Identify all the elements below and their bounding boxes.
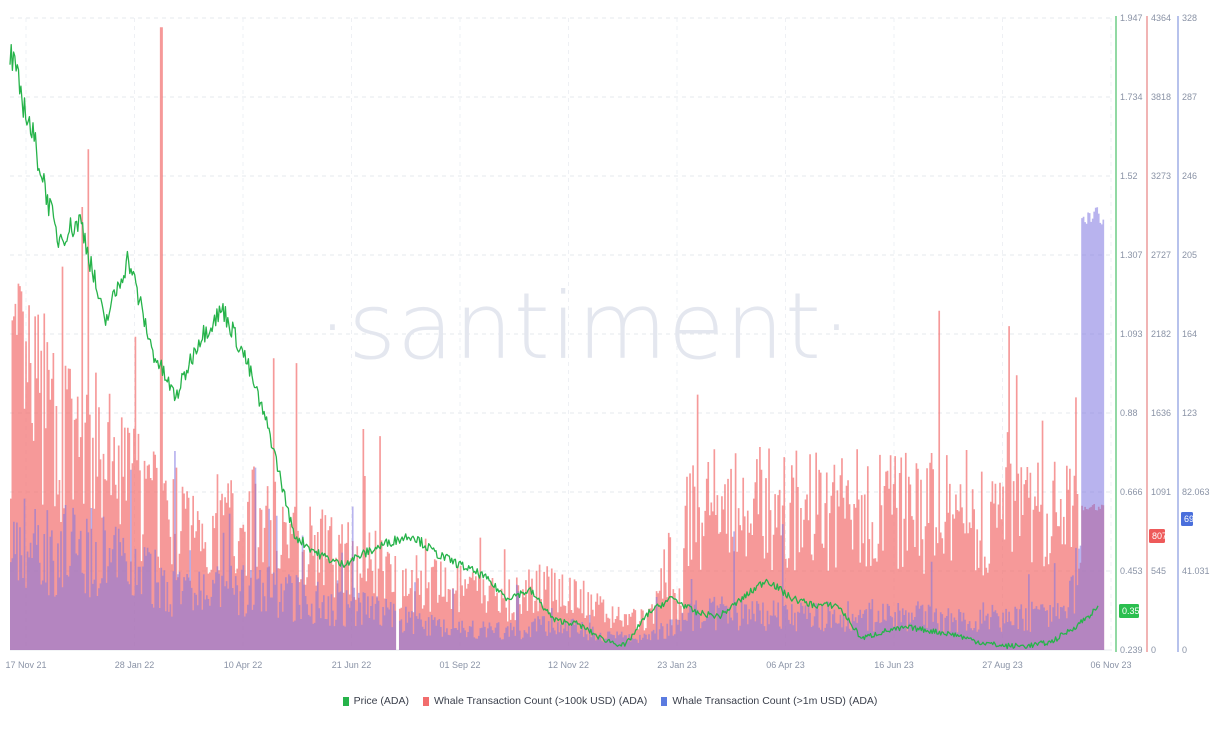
- price-line: [9, 44, 1099, 650]
- y-axes: 1.9471.7341.521.3071.0930.880.6660.4530.…: [1115, 13, 1210, 655]
- x-tick-label: 23 Jan 23: [657, 660, 697, 670]
- price-tick-label: 1.52: [1120, 171, 1138, 181]
- whale_1m-tick-label: 287: [1182, 92, 1197, 102]
- legend-label: Whale Transaction Count (>1m USD) (ADA): [672, 695, 878, 707]
- watermark-text: ·santiment·: [318, 273, 852, 380]
- current-value-badges: 0.352 807 69: [1119, 512, 1194, 618]
- price-tick-label: 1.307: [1120, 250, 1143, 260]
- whale-1m-current-badge: [1181, 512, 1193, 526]
- legend-label: Whale Transaction Count (>100k USD) (ADA…: [434, 695, 648, 707]
- price-tick-label: 1.734: [1120, 92, 1143, 102]
- whale_1m-tick-label: 0: [1182, 645, 1187, 655]
- whale_100k-tick-label: 2182: [1151, 329, 1171, 339]
- legend: Price (ADA) Whale Transaction Count (>10…: [0, 695, 1220, 707]
- whale_100k-tick-label: 3273: [1151, 171, 1171, 181]
- legend-item-price[interactable]: Price (ADA): [342, 695, 410, 707]
- legend-swatch-blue: [661, 696, 668, 706]
- whale_1m-tick-label: 164: [1182, 329, 1197, 339]
- x-tick-label: 17 Nov 21: [5, 660, 46, 670]
- x-tick-label: 16 Jun 23: [874, 660, 914, 670]
- price-tick-label: 0.239: [1120, 645, 1143, 655]
- whale_100k-tick-label: 0: [1151, 645, 1156, 655]
- x-tick-label: 21 Jun 22: [332, 660, 372, 670]
- whale_1m-tick-label: 205: [1182, 250, 1197, 260]
- whale_1m-tick-label: 246: [1182, 171, 1197, 181]
- whale-1m-bars: [10, 207, 1105, 651]
- whale_100k-tick-label: 4364: [1151, 13, 1171, 23]
- x-tick-label: 06 Nov 23: [1090, 660, 1131, 670]
- price-tick-label: 0.88: [1120, 408, 1138, 418]
- x-axis: 17 Nov 21 28 Jan 22 10 Apr 22 21 Jun 22 01 S…: [5, 660, 1131, 670]
- whale_1m-tick-label: 123: [1182, 408, 1197, 418]
- price-tick-label: 1.947: [1120, 13, 1143, 23]
- x-tick-label: 27 Aug 23: [982, 660, 1023, 670]
- whale-100k-current-badge-text: 807: [1152, 531, 1167, 541]
- whale_100k-tick-label: 1636: [1151, 408, 1171, 418]
- whale_1m-tick-label: 41.031: [1182, 566, 1210, 576]
- price-tick-label: 0.453: [1120, 566, 1143, 576]
- whale_100k-tick-label: 545: [1151, 566, 1166, 576]
- whale-100k-current-badge: [1149, 529, 1165, 543]
- price-current-badge-text: 0.352: [1122, 606, 1145, 616]
- whale_1m-tick-label: 328: [1182, 13, 1197, 23]
- legend-swatch-red: [423, 696, 430, 706]
- x-tick-label: 12 Nov 22: [548, 660, 589, 670]
- x-tick-label: 28 Jan 22: [115, 660, 155, 670]
- legend-item-whale-1m[interactable]: Whale Transaction Count (>1m USD) (ADA): [661, 695, 877, 707]
- price-tick-label: 0.666: [1120, 487, 1143, 497]
- legend-label: Price (ADA): [353, 695, 410, 707]
- whale_100k-tick-label: 1091: [1151, 487, 1171, 497]
- price-tick-label: 1.093: [1120, 329, 1143, 339]
- whale-1m-current-badge-text: 69: [1184, 514, 1194, 524]
- whale_100k-tick-label: 2727: [1151, 250, 1171, 260]
- x-tick-label: 10 Apr 22: [224, 660, 263, 670]
- x-tick-label: 01 Sep 22: [439, 660, 480, 670]
- legend-item-whale-100k[interactable]: Whale Transaction Count (>100k USD) (ADA…: [423, 695, 647, 707]
- grid-lines: [10, 17, 1112, 651]
- whale_1m-tick-label: 82.063: [1182, 487, 1210, 497]
- whale_100k-tick-label: 3818: [1151, 92, 1171, 102]
- legend-swatch-green: [342, 696, 349, 706]
- x-tick-label: 06 Apr 23: [766, 660, 805, 670]
- price-current-badge: [1119, 604, 1139, 618]
